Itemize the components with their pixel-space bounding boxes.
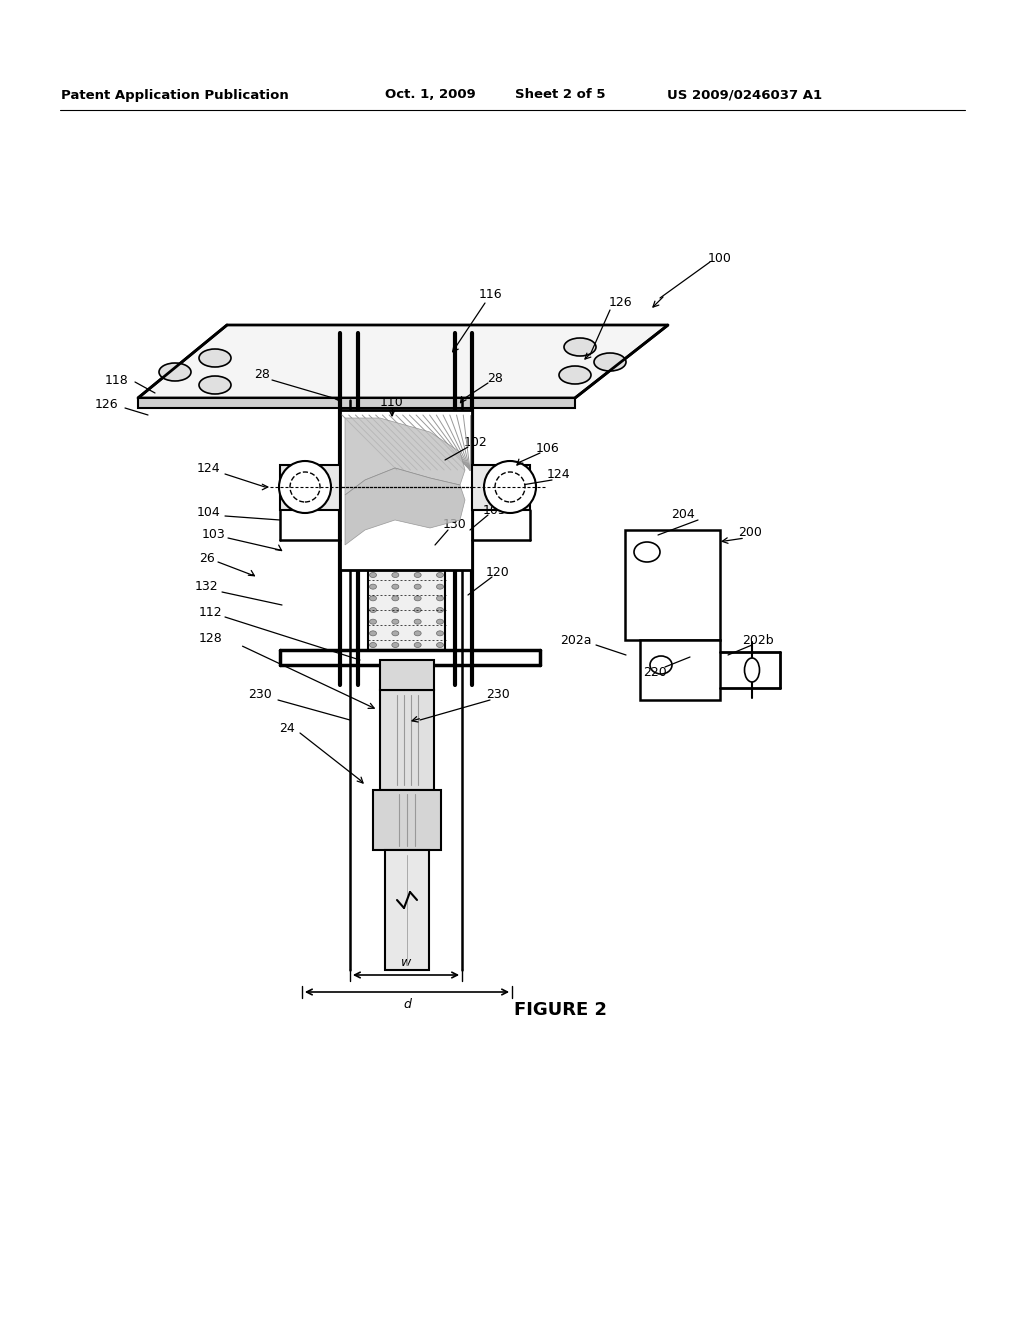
Text: 126: 126 bbox=[608, 297, 632, 309]
Polygon shape bbox=[138, 399, 575, 408]
Bar bbox=[385, 850, 429, 970]
Ellipse shape bbox=[370, 619, 377, 624]
Bar bbox=[625, 531, 720, 640]
Text: 124: 124 bbox=[197, 462, 220, 474]
Ellipse shape bbox=[199, 376, 231, 393]
Text: 104: 104 bbox=[197, 507, 220, 520]
Ellipse shape bbox=[559, 366, 591, 384]
Text: 106: 106 bbox=[537, 441, 560, 454]
Bar bbox=[380, 660, 434, 690]
Ellipse shape bbox=[436, 607, 443, 612]
Text: 124: 124 bbox=[546, 469, 569, 482]
Text: 220: 220 bbox=[643, 665, 667, 678]
Text: 28: 28 bbox=[254, 368, 270, 381]
Ellipse shape bbox=[744, 657, 760, 682]
Text: 126: 126 bbox=[94, 399, 118, 412]
Text: 118: 118 bbox=[104, 374, 128, 387]
Ellipse shape bbox=[290, 473, 319, 502]
Polygon shape bbox=[345, 469, 465, 545]
Text: 132: 132 bbox=[195, 581, 218, 594]
Polygon shape bbox=[472, 465, 530, 510]
Polygon shape bbox=[138, 325, 668, 399]
Text: 103: 103 bbox=[202, 528, 225, 541]
Ellipse shape bbox=[392, 595, 398, 601]
Ellipse shape bbox=[370, 643, 377, 648]
Ellipse shape bbox=[370, 595, 377, 601]
Ellipse shape bbox=[436, 631, 443, 636]
Ellipse shape bbox=[484, 461, 536, 513]
Text: Oct. 1, 2009: Oct. 1, 2009 bbox=[385, 88, 475, 102]
Ellipse shape bbox=[392, 585, 398, 589]
Text: FIGURE 2: FIGURE 2 bbox=[513, 1001, 606, 1019]
Polygon shape bbox=[280, 465, 340, 510]
Ellipse shape bbox=[436, 573, 443, 578]
Text: 200: 200 bbox=[738, 527, 762, 540]
Text: 128: 128 bbox=[199, 631, 222, 644]
Ellipse shape bbox=[414, 631, 421, 636]
Text: 112: 112 bbox=[199, 606, 222, 619]
Ellipse shape bbox=[436, 643, 443, 648]
Ellipse shape bbox=[414, 607, 421, 612]
Bar bbox=[368, 570, 445, 649]
Ellipse shape bbox=[370, 585, 377, 589]
Polygon shape bbox=[345, 418, 465, 495]
Ellipse shape bbox=[392, 607, 398, 612]
Text: w: w bbox=[400, 957, 411, 969]
Text: Sheet 2 of 5: Sheet 2 of 5 bbox=[515, 88, 605, 102]
Text: 110: 110 bbox=[380, 396, 403, 408]
Ellipse shape bbox=[650, 656, 672, 675]
Ellipse shape bbox=[392, 619, 398, 624]
Bar bbox=[640, 640, 720, 700]
Text: US 2009/0246037 A1: US 2009/0246037 A1 bbox=[668, 88, 822, 102]
Text: 24: 24 bbox=[280, 722, 295, 734]
Ellipse shape bbox=[436, 595, 443, 601]
Text: 204: 204 bbox=[672, 508, 695, 521]
Text: d: d bbox=[403, 998, 411, 1011]
Ellipse shape bbox=[392, 631, 398, 636]
Text: 28: 28 bbox=[487, 371, 503, 384]
Bar bbox=[380, 690, 434, 789]
Text: 100: 100 bbox=[708, 252, 732, 264]
Ellipse shape bbox=[414, 585, 421, 589]
Ellipse shape bbox=[199, 348, 231, 367]
Text: 102: 102 bbox=[464, 436, 487, 449]
Ellipse shape bbox=[634, 543, 660, 562]
Text: 202a: 202a bbox=[560, 634, 592, 647]
Ellipse shape bbox=[436, 619, 443, 624]
Ellipse shape bbox=[414, 619, 421, 624]
Bar bbox=[373, 789, 441, 850]
Text: 26: 26 bbox=[200, 552, 215, 565]
Text: 120: 120 bbox=[486, 565, 510, 578]
Ellipse shape bbox=[370, 573, 377, 578]
Text: 105: 105 bbox=[483, 503, 507, 516]
Ellipse shape bbox=[436, 585, 443, 589]
Ellipse shape bbox=[279, 461, 331, 513]
Ellipse shape bbox=[594, 352, 626, 371]
Ellipse shape bbox=[392, 573, 398, 578]
Ellipse shape bbox=[370, 607, 377, 612]
Text: 230: 230 bbox=[248, 689, 272, 701]
Text: 116: 116 bbox=[478, 289, 502, 301]
Ellipse shape bbox=[414, 595, 421, 601]
Ellipse shape bbox=[392, 643, 398, 648]
Text: 202b: 202b bbox=[742, 634, 774, 647]
Ellipse shape bbox=[159, 363, 191, 381]
Ellipse shape bbox=[414, 643, 421, 648]
Text: Patent Application Publication: Patent Application Publication bbox=[61, 88, 289, 102]
Text: 230: 230 bbox=[486, 689, 510, 701]
Text: 130: 130 bbox=[443, 519, 467, 532]
Ellipse shape bbox=[370, 631, 377, 636]
Ellipse shape bbox=[564, 338, 596, 356]
Bar bbox=[340, 411, 472, 570]
Ellipse shape bbox=[414, 573, 421, 578]
Ellipse shape bbox=[495, 473, 525, 502]
